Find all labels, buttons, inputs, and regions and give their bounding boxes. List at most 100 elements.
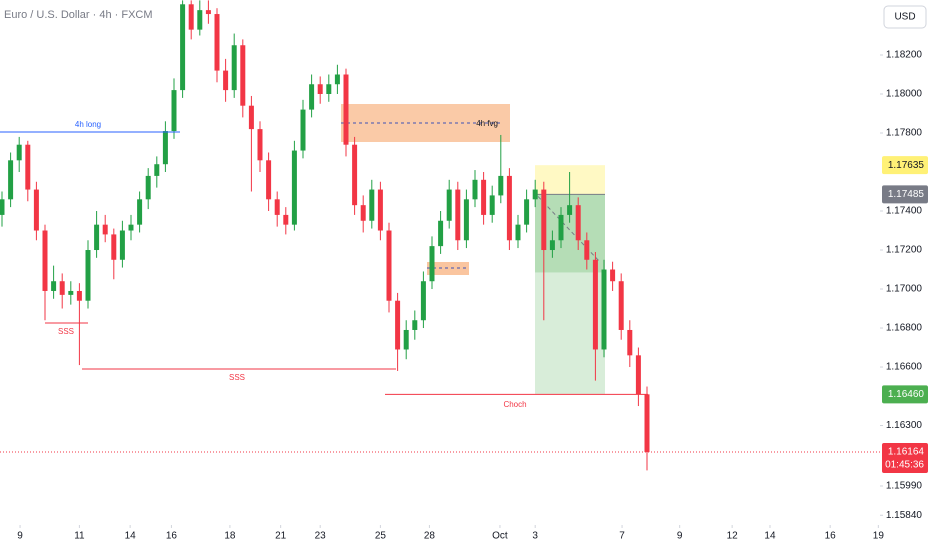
- y-tick-label: 1.17200: [886, 245, 923, 256]
- y-tick-label: 1.16600: [886, 362, 923, 373]
- y-tick-label: 1.17400: [886, 206, 923, 217]
- x-tick-label: 14: [764, 531, 776, 542]
- candle-body: [352, 144, 358, 206]
- annotation-label: Choch: [503, 400, 526, 409]
- x-tick-label: 25: [375, 531, 387, 542]
- candle-body: [223, 70, 229, 91]
- x-tick-label: 23: [315, 531, 327, 542]
- candle-body: [171, 90, 177, 132]
- candle-body: [205, 10, 211, 15]
- candle-body: [558, 214, 564, 241]
- candle-body: [231, 45, 237, 91]
- candle-body: [635, 355, 641, 395]
- x-tick-label: 3: [532, 531, 538, 542]
- candle-body: [567, 205, 573, 215]
- x-tick-label: 14: [125, 531, 137, 542]
- x-tick-label: Oct: [492, 531, 508, 542]
- candle-body: [334, 74, 340, 85]
- candle-body: [429, 246, 435, 282]
- x-tick-label: 28: [424, 531, 436, 542]
- price-axis: 1.18200 1.18000 1.17800 1.17400 1.17200 1.170…: [17, 50, 928, 542]
- x-tick-label: 11: [74, 531, 85, 542]
- candle-body: [386, 230, 392, 301]
- currency-label[interactable]: USD: [894, 12, 915, 23]
- price-tag-label: 1.16164: [888, 447, 925, 458]
- candle-body: [102, 224, 108, 235]
- candle-body: [524, 199, 530, 225]
- y-tick-label: 1.17800: [886, 128, 923, 139]
- candle-body: [420, 281, 426, 321]
- candle-body: [111, 234, 117, 260]
- candle-body: [188, 4, 194, 30]
- x-tick-label: 12: [727, 531, 739, 542]
- candle-body: [326, 84, 332, 95]
- x-tick-label: 16: [166, 531, 178, 542]
- candle-body: [42, 230, 48, 291]
- countdown: 01:45:36: [885, 460, 924, 471]
- candle-body: [575, 205, 581, 241]
- annotations: 4h long 4h fvg SSS SSS Choch: [0, 119, 880, 453]
- annotation-label: 4h long: [75, 120, 101, 129]
- candle-body: [85, 250, 91, 301]
- candle-body: [610, 269, 616, 282]
- y-tick-label: 1.15840: [886, 510, 923, 521]
- candle-body: [395, 300, 401, 350]
- price-tag-label: 1.17635: [888, 160, 925, 171]
- candle-body: [162, 131, 168, 165]
- candle-body: [145, 175, 151, 200]
- candle-body: [59, 281, 65, 295]
- candle-body: [592, 259, 598, 350]
- background-layer: [341, 104, 605, 395]
- candle-body: [137, 199, 143, 225]
- candle-body: [119, 230, 125, 260]
- price-tag: [882, 156, 928, 175]
- price-tag: [882, 443, 928, 474]
- candles: [0, 0, 650, 471]
- candle-body: [549, 240, 555, 251]
- annotation-label: SSS: [58, 327, 74, 336]
- candle-body: [309, 84, 315, 110]
- y-tick-label: 1.18000: [886, 89, 923, 100]
- candle-body: [197, 10, 203, 30]
- currency-button[interactable]: [883, 5, 927, 29]
- candle-body: [33, 189, 39, 231]
- symbol-title: Euro / U.S. Dollar · 4h · FXCM: [4, 9, 153, 21]
- candle-body: [472, 179, 478, 200]
- price-tag: [882, 185, 928, 204]
- candle-body: [16, 144, 22, 161]
- candle-body: [248, 105, 254, 130]
- candle-body: [317, 84, 323, 95]
- candle-body: [257, 129, 263, 161]
- candle-body: [446, 189, 452, 221]
- candle-body: [377, 189, 383, 231]
- candle-body: [532, 189, 538, 200]
- candle-body: [481, 179, 487, 215]
- price-tag-label: 1.16460: [888, 389, 925, 400]
- candle-body: [360, 205, 366, 221]
- trade-path: [537, 196, 601, 263]
- y-tick-label: 1.17000: [886, 284, 923, 295]
- candle-body: [455, 189, 461, 241]
- x-tick-label: 21: [275, 531, 287, 542]
- x-tick-label: 16: [825, 531, 837, 542]
- candle-body: [618, 281, 624, 330]
- x-tick-label: 19: [873, 531, 885, 542]
- annotation-label: 4h fvg: [476, 119, 498, 128]
- candle-body: [214, 14, 220, 71]
- candle-body: [438, 220, 444, 247]
- y-tick-label: 1.16300: [886, 420, 923, 431]
- price-tag: [882, 385, 928, 404]
- x-tick-label: 9: [17, 531, 23, 542]
- candle-body: [0, 199, 5, 215]
- candle-body: [343, 74, 349, 145]
- candle-body: [498, 175, 504, 196]
- candle-body: [154, 164, 160, 176]
- candle-body: [25, 144, 31, 190]
- candle-body: [266, 160, 272, 200]
- candle-body: [412, 320, 418, 330]
- candle-body: [489, 195, 495, 215]
- candle-body: [180, 4, 186, 91]
- candle-body: [291, 150, 297, 225]
